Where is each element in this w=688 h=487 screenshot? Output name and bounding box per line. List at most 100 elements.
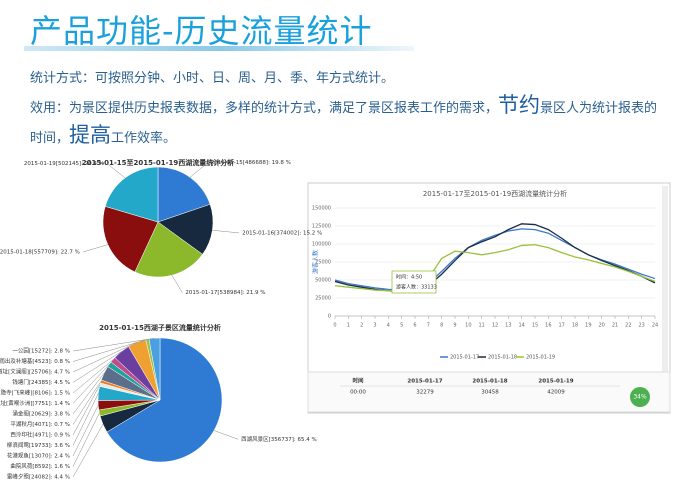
leader-line [72, 351, 122, 383]
text-emphasis: 提高 [69, 123, 112, 147]
data-label: 2015-01-18[557709]: 22.7 % [0, 250, 80, 256]
leader-line [72, 359, 114, 394]
data-label: 湖滨晴雨出及补塘基[4523]: 0.8 % [0, 357, 70, 365]
tooltip-text: 时间：4:50 [396, 274, 422, 281]
table-cell: 42009 [547, 390, 565, 396]
data-label: 柳浪闻莺[19733]: 3.6 % [7, 441, 70, 449]
data-label: 2015-01-16[374002]: 15.2 % [242, 230, 322, 236]
x-tick-label: 11 [478, 323, 484, 329]
x-tick-label: 14 [518, 323, 524, 329]
pie-slice [102, 206, 159, 273]
title-underline [24, 46, 414, 51]
x-tick-label: 16 [545, 323, 551, 329]
y-tick-label: 25000 [315, 296, 331, 302]
leader-line [72, 364, 110, 404]
text: 工作效率。 [111, 131, 177, 146]
x-tick-label: 7 [427, 323, 430, 329]
y-tick-label: 0 [328, 314, 331, 320]
data-label: 灵隐寺[飞来峰][8106]: 1.5 % [0, 389, 70, 397]
x-tick-label: 8 [440, 323, 443, 329]
text-emphasis: 节约 [498, 93, 541, 117]
leader-line [171, 275, 183, 293]
data-label: 曲院风荷[8592]: 1.6 % [10, 462, 70, 470]
x-tick-label: 2 [360, 323, 363, 329]
y-axis-label: 游客人数 [312, 250, 320, 274]
x-tick-label: 13 [505, 323, 511, 329]
y-tick-label: 150000 [312, 206, 331, 212]
table-cell: 32279 [416, 390, 434, 396]
chart-title: 2015-01-15至2015-01-19西湖流量统计分析 [82, 158, 235, 167]
x-tick-label: 20 [598, 323, 604, 329]
line-series [334, 244, 656, 293]
leader-line [213, 430, 239, 440]
text: 景区人为统计报表的时间， [30, 101, 658, 146]
x-tick-label: 0 [333, 323, 336, 329]
chart-title: 2015-01-17至2015-01-19西湖流量统计分析 [423, 189, 567, 198]
y-tick-label: 100000 [312, 242, 331, 248]
y-tick-label: 50000 [315, 278, 331, 284]
data-label: 西泠印社[4971]: 0.9 % [10, 431, 70, 439]
x-tick-label: 1 [347, 323, 350, 329]
leader-line [72, 342, 138, 373]
data-label: 一公园[15272]: 2.8 % [12, 348, 70, 355]
table-header: 2015-01-19 [538, 379, 573, 385]
leader-line [189, 162, 209, 178]
x-tick-label: 21 [612, 323, 618, 329]
x-tick-label: 22 [625, 323, 631, 329]
leader-line [72, 412, 100, 467]
badge [630, 387, 650, 407]
table-header: 时间 [352, 377, 364, 385]
data-label: 2015-01-15[486688]: 19.8 % [211, 160, 291, 166]
data-label: 涌金阁[20629]: 3.8 % [12, 410, 70, 418]
x-tick-label: 12 [492, 323, 498, 329]
data-label: 2015-01-19[502145]: 20.4 % [24, 161, 104, 167]
leader-line [72, 339, 148, 362]
table-header: 2015-01-18 [472, 379, 507, 385]
table-header: 2015-01-17 [407, 379, 442, 385]
leader-line [212, 229, 240, 234]
pie-slice [157, 203, 214, 255]
text-line: 统计方式：可按照分钟、小时、日、周、月、季、年方式统计。 [30, 71, 395, 86]
table-cell: 00:00 [350, 390, 366, 396]
data-label: 平湖秋月[4071]: 0.7 % [10, 420, 70, 428]
data-label: 雷峰夕照[24082]: 4.4 % [7, 473, 70, 481]
data-label: 清行吉道址[文澜阁][25706]: 4.7 % [0, 368, 70, 376]
data-label: 西湖风景区[356737]: 65.4 % [241, 435, 317, 443]
scrollbar [662, 186, 668, 376]
x-tick-label: 17 [558, 323, 564, 329]
legend-label: 2015-01-19 [526, 355, 555, 361]
leader-line [72, 384, 101, 436]
x-tick-label: 9 [453, 323, 456, 329]
x-tick-label: 15 [532, 323, 538, 329]
leader-line [72, 405, 99, 457]
leader-line [72, 424, 104, 478]
text-paragraph: 效用：为景区提供历史报表数据，多样的统计方式，满足了景区报表工作的需求，节约景区… [30, 92, 670, 152]
badge-text: 34% [633, 394, 647, 401]
x-tick-label: 6 [413, 323, 416, 329]
y-tick-label: 75000 [315, 260, 331, 266]
tooltip-box [391, 270, 437, 294]
leader-line [82, 244, 108, 253]
x-tick-label: 18 [572, 323, 578, 329]
y-tick-label: 125000 [312, 224, 331, 230]
data-label: 花港观鱼[13070]: 2.4 % [7, 452, 70, 460]
leader-line [72, 381, 102, 425]
line-series [334, 228, 656, 291]
x-tick-label: 4 [387, 323, 390, 329]
x-tick-label: 10 [465, 323, 471, 329]
data-label: 钱塘门[24385]: 4.5 % [12, 378, 70, 386]
x-tick-label: 24 [652, 323, 658, 329]
chart-title: 2015-01-15西湖子景区流量统计分析 [99, 323, 221, 332]
data-label: 黄喉场遗址[黄喉沙洲][7751]: 1.4 % [0, 399, 70, 407]
leader-line [106, 163, 126, 179]
leader-line [72, 372, 105, 415]
leader-line [72, 393, 99, 446]
x-tick-label: 5 [400, 323, 403, 329]
leader-line [72, 337, 155, 352]
slide-title: 产品功能-历史流量统计 [30, 12, 373, 50]
legend-label: 2015-01-18 [488, 355, 517, 361]
table-panel [307, 371, 671, 413]
x-tick-label: 19 [585, 323, 591, 329]
